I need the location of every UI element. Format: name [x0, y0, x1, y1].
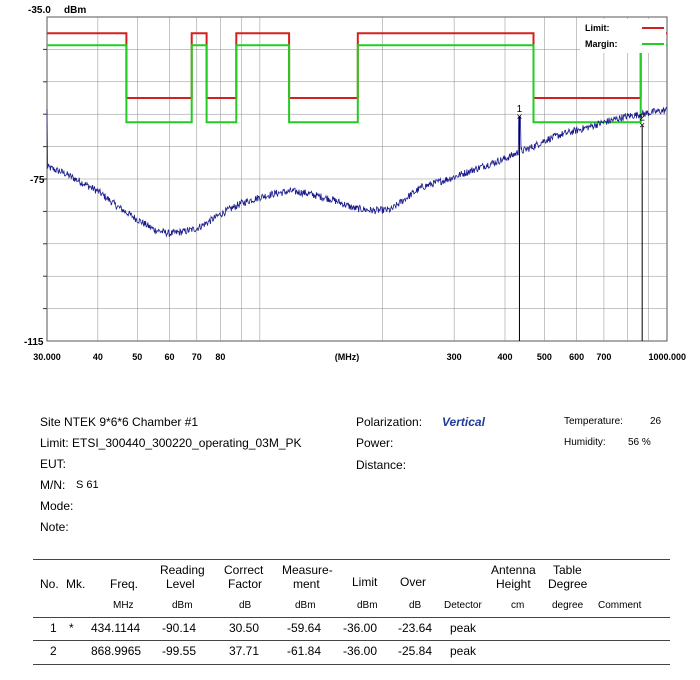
unit-limit: dBm [357, 600, 378, 611]
table-top-rule [33, 559, 670, 560]
row2-measure: -61.84 [287, 644, 322, 658]
row1-no: 1 [50, 621, 57, 635]
axis-labels: -35.0 dBm -75 -115 30.000 40 50 60 70 80 300 400 500… [24, 5, 686, 362]
x-tick-label: 1000.000 [648, 352, 686, 362]
unit-antenna: cm [511, 600, 525, 611]
col-measure-header-2: ment [293, 577, 320, 591]
unit-detector: Detector [444, 600, 482, 611]
mn-value: S 61 [76, 479, 99, 491]
unit-over: dB [409, 600, 422, 611]
humidity-value: 56 % [628, 437, 651, 448]
col-correct-header-1: Correct [224, 563, 264, 577]
x-tick-label: 600 [569, 352, 584, 362]
power-label: Power: [356, 436, 394, 450]
row2-no: 2 [50, 644, 57, 658]
x-tick-label: 500 [537, 352, 552, 362]
margin-line [47, 44, 667, 124]
col-table-header-1: Table [553, 563, 582, 577]
x-tick-label: 50 [132, 352, 142, 362]
measurement-trace [46, 106, 668, 238]
y-tick-label: -75 [30, 175, 45, 186]
row1-over: -23.64 [398, 621, 433, 635]
marker-label: 2 [639, 113, 645, 124]
site-info: Site NTEK 9*6*6 Chamber #1 [40, 415, 199, 429]
row1-detector: peak [450, 621, 477, 635]
row2-reading: -99.55 [162, 644, 197, 658]
mode-label: Mode: [40, 499, 74, 513]
row2-limit: -36.00 [343, 644, 378, 658]
col-antenna-header-1: Antenna [491, 563, 536, 577]
x-tick-label: 60 [165, 352, 175, 362]
unit-degree: degree [552, 600, 584, 611]
x-tick-label: 400 [497, 352, 512, 362]
temperature-label: Temperature: [564, 416, 623, 427]
table-row-rule [33, 640, 670, 641]
polarization-label: Polarization: [356, 415, 423, 429]
row2-over: -25.84 [398, 644, 433, 658]
temperature-value: 26 [650, 416, 662, 427]
x-tick-label: 40 [93, 352, 103, 362]
legend: Limit: Margin: [580, 19, 666, 53]
limit-lines [47, 32, 667, 124]
table-header-rule [33, 617, 670, 618]
x-tick-label: 30.000 [33, 352, 61, 362]
row1-reading: -90.14 [162, 621, 197, 635]
distance-label: Distance: [356, 458, 407, 472]
legend-margin-label: Margin: [585, 39, 618, 49]
row2-freq: 868.9965 [91, 644, 142, 658]
col-no-header: No. [40, 577, 59, 591]
row2-correct: 37.71 [229, 644, 260, 658]
col-measure-header-1: Measure- [282, 563, 333, 577]
row1-mk: * [69, 621, 74, 635]
col-reading-header-2: Level [166, 577, 195, 591]
legend-limit-label: Limit: [585, 23, 610, 33]
y-unit-label: dBm [64, 5, 86, 16]
unit-measure: dBm [295, 600, 316, 611]
row1-measure: -59.64 [287, 621, 322, 635]
x-tick-label: 70 [192, 352, 202, 362]
col-freq-header: Freq. [110, 577, 139, 591]
col-over-header: Over [400, 575, 427, 589]
unit-reading: dBm [172, 600, 193, 611]
col-antenna-header-2: Height [496, 577, 531, 591]
col-reading-header-1: Reading [160, 563, 205, 577]
marker-cross: × [639, 121, 645, 132]
col-correct-header-2: Factor [228, 577, 263, 591]
mn-label: M/N: [40, 478, 66, 492]
marker-label: 1 [517, 104, 523, 115]
table-bottom-rule [33, 664, 670, 665]
limit-line [47, 32, 667, 99]
x-tick-label: 700 [596, 352, 611, 362]
legend-box [580, 19, 666, 53]
col-table-header-2: Degree [548, 577, 588, 591]
x-tick-label: 80 [215, 352, 225, 362]
unit-correct: dB [239, 600, 252, 611]
markers: ×1×2 [517, 104, 645, 341]
eut-label: EUT: [40, 457, 67, 471]
polarization-value: Vertical [442, 415, 485, 429]
y-top-label: -35.0 [28, 5, 51, 16]
col-limit-header: Limit [352, 575, 378, 589]
x-unit-label: (MHz) [335, 352, 360, 362]
humidity-label: Humidity: [564, 437, 606, 448]
trace-line [46, 106, 668, 238]
limit-info: Limit: ETSI_300440_300220_operating_03M_… [40, 436, 302, 450]
row2-detector: peak [450, 644, 477, 658]
unit-freq: MHz [113, 600, 134, 611]
row1-limit: -36.00 [343, 621, 378, 635]
y-tick-label: -115 [24, 337, 44, 348]
unit-comment: Comment [598, 600, 642, 611]
row1-correct: 30.50 [229, 621, 260, 635]
col-mk-header: Mk. [66, 577, 86, 591]
x-tick-label: 300 [447, 352, 462, 362]
row1-freq: 434.1144 [91, 621, 141, 635]
note-label: Note: [40, 520, 69, 534]
marker-cross: × [517, 112, 523, 123]
